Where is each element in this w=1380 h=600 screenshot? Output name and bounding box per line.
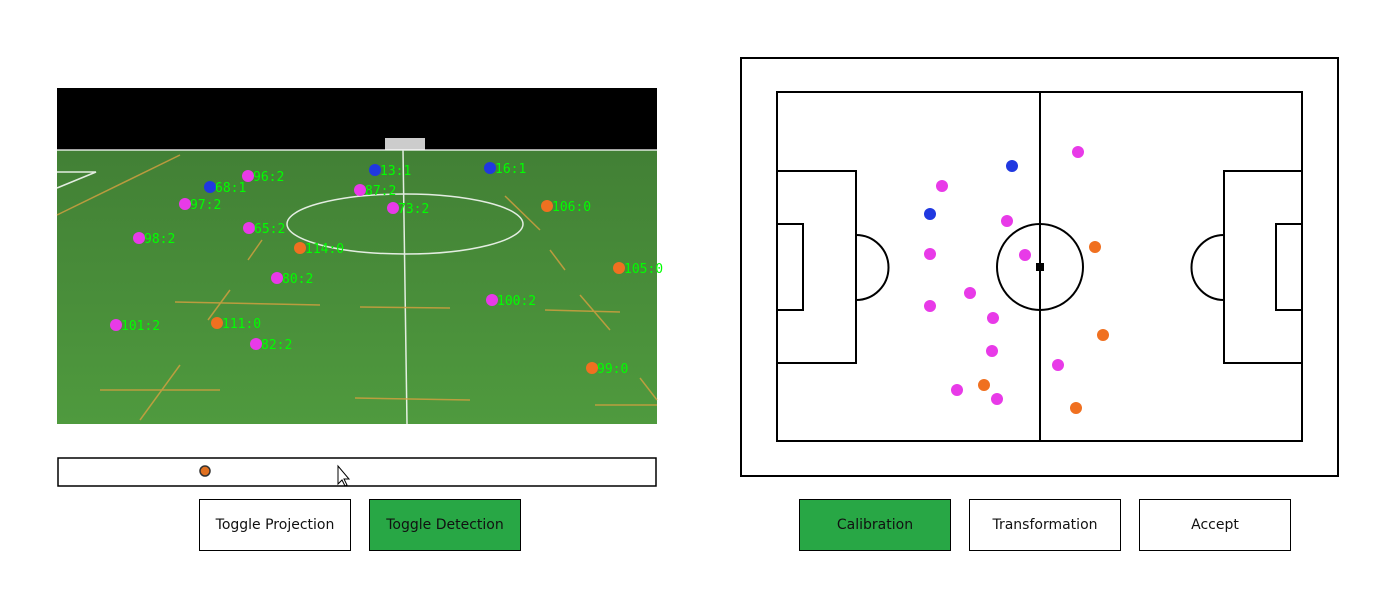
- player-dot: [924, 208, 936, 220]
- player-dot: [951, 384, 963, 396]
- player-dot: [936, 180, 948, 192]
- player-dot: [987, 312, 999, 324]
- player-dot: [978, 379, 990, 391]
- detection-label: 80:2: [282, 272, 313, 287]
- player-dot: [964, 287, 976, 299]
- detection-dot: [354, 184, 366, 196]
- detection-dot: [271, 272, 283, 284]
- detection-label: 73:2: [398, 202, 429, 217]
- button[interactable]: Calibration: [799, 499, 951, 551]
- detection-label: 114:0: [305, 242, 344, 257]
- player-dot: [1097, 329, 1109, 341]
- button[interactable]: Accept: [1139, 499, 1291, 551]
- detection-label: 106:0: [552, 200, 591, 215]
- player-dot: [1052, 359, 1064, 371]
- player-dot: [1006, 160, 1018, 172]
- slider[interactable]: [57, 457, 657, 487]
- detection-dot: [204, 181, 216, 193]
- player-dot: [991, 393, 1003, 405]
- detection-dot: [484, 162, 496, 174]
- player-dot: [1019, 249, 1031, 261]
- detection-label: 16:1: [495, 162, 526, 177]
- detection-dot: [243, 222, 255, 234]
- detection-dot: [586, 362, 598, 374]
- button[interactable]: Toggle Projection: [199, 499, 351, 551]
- detection-label: 99:0: [597, 362, 628, 377]
- detection-label: 13:1: [380, 164, 411, 179]
- detection-dot: [486, 294, 498, 306]
- detection-label: 82:2: [261, 338, 292, 353]
- detection-label: 68:1: [215, 181, 246, 196]
- detection-dot: [133, 232, 145, 244]
- detection-label: 97:2: [190, 198, 221, 213]
- detection-dot: [613, 262, 625, 274]
- cursor: [337, 464, 351, 487]
- detection-label: 105:0: [624, 262, 663, 277]
- video-frame: [56, 88, 658, 425]
- detection-dot: [250, 338, 262, 350]
- detection-label: 98:2: [144, 232, 175, 247]
- button[interactable]: Toggle Detection: [369, 499, 521, 551]
- detection-label: 96:2: [253, 170, 284, 185]
- player-dot: [1072, 146, 1084, 158]
- detection-dot: [242, 170, 254, 182]
- detection-dot: [179, 198, 191, 210]
- detection-label: 111:0: [222, 317, 261, 332]
- player-dot: [924, 248, 936, 260]
- detection-label: 101:2: [121, 319, 160, 334]
- detection-dot: [387, 202, 399, 214]
- detection-label: 100:2: [497, 294, 536, 309]
- detection-dot: [294, 242, 306, 254]
- slider-handle[interactable]: [199, 465, 211, 477]
- detection-label: 65:2: [254, 222, 285, 237]
- button[interactable]: Transformation: [969, 499, 1121, 551]
- detection-label: 87:2: [365, 184, 396, 199]
- player-dot: [986, 345, 998, 357]
- detection-dot: [110, 319, 122, 331]
- player-dot: [1070, 402, 1082, 414]
- detection-dot: [541, 200, 553, 212]
- pitch-map: [740, 57, 1339, 477]
- detection-dot: [369, 164, 381, 176]
- player-dot: [1089, 241, 1101, 253]
- player-dot: [1001, 215, 1013, 227]
- player-dot: [924, 300, 936, 312]
- detection-dot: [211, 317, 223, 329]
